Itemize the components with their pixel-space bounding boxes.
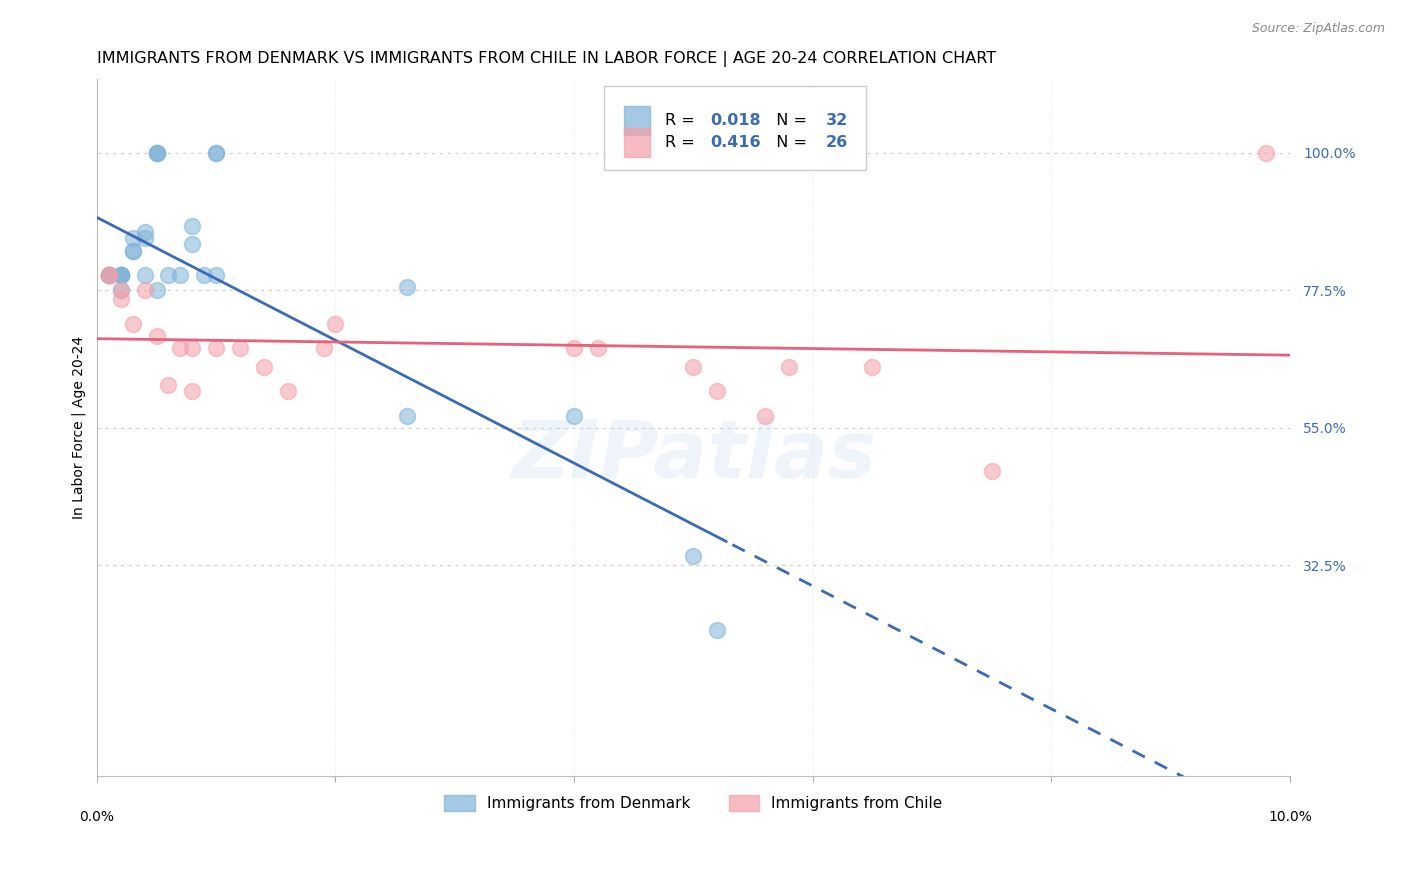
Text: R =: R =: [665, 113, 700, 128]
Text: 32: 32: [825, 113, 848, 128]
Point: [205, 145, 228, 160]
Legend: Immigrants from Denmark, Immigrants from Chile: Immigrants from Denmark, Immigrants from…: [439, 789, 949, 817]
Point: [205, 145, 228, 160]
Point: [157, 268, 180, 282]
Point: [134, 225, 156, 239]
Point: [110, 283, 132, 297]
Text: N =: N =: [766, 136, 813, 150]
Text: ZIPatlas: ZIPatlas: [510, 417, 876, 495]
Point: [253, 359, 276, 374]
Text: 26: 26: [825, 136, 848, 150]
Text: 0.018: 0.018: [710, 113, 761, 128]
Point: [157, 378, 180, 392]
Point: [682, 549, 704, 564]
Point: [169, 342, 191, 356]
Point: [181, 342, 204, 356]
Point: [145, 145, 167, 160]
FancyBboxPatch shape: [624, 128, 651, 157]
Point: [134, 283, 156, 297]
Text: 0.416: 0.416: [710, 136, 761, 150]
Point: [980, 464, 1002, 478]
Point: [169, 268, 191, 282]
Point: [134, 231, 156, 245]
Point: [706, 623, 728, 637]
Text: N =: N =: [766, 113, 813, 128]
Point: [396, 409, 419, 423]
Point: [97, 268, 120, 282]
Point: [110, 268, 132, 282]
Text: Source: ZipAtlas.com: Source: ZipAtlas.com: [1251, 22, 1385, 36]
Point: [682, 359, 704, 374]
FancyBboxPatch shape: [624, 106, 651, 135]
Point: [706, 384, 728, 399]
Y-axis label: In Labor Force | Age 20-24: In Labor Force | Age 20-24: [72, 336, 86, 519]
Point: [229, 342, 252, 356]
Point: [97, 268, 120, 282]
Point: [181, 384, 204, 399]
Point: [97, 268, 120, 282]
Point: [110, 268, 132, 282]
Point: [396, 280, 419, 294]
Point: [562, 342, 585, 356]
Point: [145, 283, 167, 297]
Text: 10.0%: 10.0%: [1268, 810, 1312, 824]
Point: [145, 145, 167, 160]
Point: [205, 268, 228, 282]
FancyBboxPatch shape: [605, 87, 866, 170]
Point: [193, 268, 215, 282]
Point: [121, 231, 143, 245]
Point: [181, 237, 204, 252]
Point: [121, 317, 143, 331]
Point: [145, 329, 167, 343]
Point: [145, 145, 167, 160]
Point: [325, 317, 347, 331]
Point: [110, 293, 132, 307]
Point: [97, 268, 120, 282]
Point: [121, 244, 143, 258]
Point: [205, 342, 228, 356]
Point: [121, 244, 143, 258]
Point: [97, 268, 120, 282]
Point: [312, 342, 335, 356]
Point: [97, 268, 120, 282]
Point: [754, 409, 776, 423]
Point: [110, 283, 132, 297]
Text: R =: R =: [665, 136, 700, 150]
Point: [110, 268, 132, 282]
Point: [860, 359, 883, 374]
Point: [134, 268, 156, 282]
Point: [778, 359, 800, 374]
Point: [1256, 145, 1278, 160]
Point: [277, 384, 299, 399]
Point: [586, 342, 609, 356]
Text: IMMIGRANTS FROM DENMARK VS IMMIGRANTS FROM CHILE IN LABOR FORCE | AGE 20-24 CORR: IMMIGRANTS FROM DENMARK VS IMMIGRANTS FR…: [97, 51, 995, 67]
Point: [181, 219, 204, 233]
Text: 0.0%: 0.0%: [79, 810, 114, 824]
Point: [562, 409, 585, 423]
Point: [110, 268, 132, 282]
